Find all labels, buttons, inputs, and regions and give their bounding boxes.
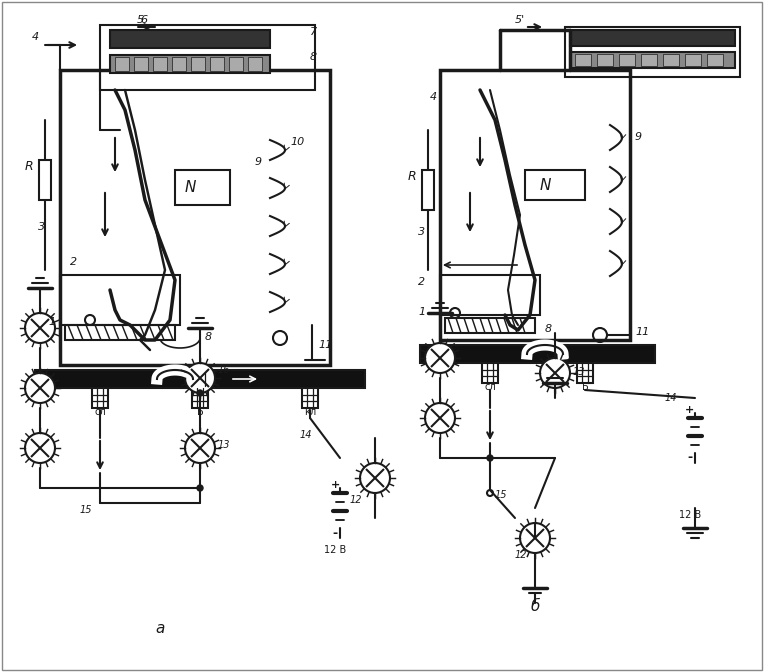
Text: 5: 5 xyxy=(137,15,144,25)
Bar xyxy=(420,345,655,363)
Circle shape xyxy=(487,455,493,461)
Text: кл: кл xyxy=(304,407,316,417)
Bar xyxy=(525,170,585,200)
Bar xyxy=(597,54,613,66)
Bar xyxy=(440,70,630,340)
Bar xyxy=(482,363,498,383)
Bar xyxy=(663,54,679,66)
Bar xyxy=(65,325,175,340)
Text: -: - xyxy=(688,452,692,464)
Text: 1: 1 xyxy=(418,307,425,317)
Text: 15: 15 xyxy=(495,490,507,500)
Bar xyxy=(422,170,434,210)
Bar xyxy=(191,57,205,71)
Bar xyxy=(198,372,212,386)
Bar xyxy=(707,54,723,66)
Text: R: R xyxy=(408,170,416,183)
Text: a: a xyxy=(155,621,165,636)
Text: 13: 13 xyxy=(218,440,231,450)
Text: 12 B: 12 B xyxy=(679,510,701,520)
Circle shape xyxy=(425,403,455,433)
Text: 4: 4 xyxy=(430,92,437,102)
Circle shape xyxy=(197,485,203,491)
Text: 13: 13 xyxy=(573,367,585,377)
Bar xyxy=(134,57,148,71)
Text: 2: 2 xyxy=(70,257,77,267)
Text: б: б xyxy=(530,599,539,614)
Bar xyxy=(35,370,365,388)
Circle shape xyxy=(25,433,55,463)
Text: -: - xyxy=(332,526,338,540)
Text: 12: 12 xyxy=(350,495,362,505)
Bar xyxy=(60,275,180,325)
Text: 7: 7 xyxy=(310,27,317,37)
Circle shape xyxy=(425,343,455,373)
Bar xyxy=(192,388,208,408)
Circle shape xyxy=(185,363,215,393)
Text: 8: 8 xyxy=(310,52,317,62)
Circle shape xyxy=(25,373,55,403)
Text: 14: 14 xyxy=(665,393,678,403)
Bar xyxy=(619,54,635,66)
Bar xyxy=(110,30,270,48)
Circle shape xyxy=(487,490,493,496)
Text: 3: 3 xyxy=(38,222,45,232)
Bar xyxy=(577,363,593,383)
Circle shape xyxy=(540,358,570,388)
Text: 10: 10 xyxy=(290,137,304,147)
Text: 15: 15 xyxy=(80,505,92,515)
Circle shape xyxy=(185,433,215,463)
Bar xyxy=(92,388,108,408)
Bar xyxy=(445,318,535,333)
Bar xyxy=(100,25,315,90)
Text: N: N xyxy=(540,177,552,192)
Bar xyxy=(248,57,262,71)
Bar xyxy=(110,55,270,73)
Text: 12: 12 xyxy=(515,550,527,560)
Text: R: R xyxy=(25,160,34,173)
Text: 11: 11 xyxy=(318,340,332,350)
Text: 2: 2 xyxy=(418,277,425,287)
Text: Б: Б xyxy=(196,407,203,417)
Text: 9: 9 xyxy=(635,132,642,142)
Circle shape xyxy=(360,463,390,493)
Text: сл: сл xyxy=(484,382,496,392)
Text: +: + xyxy=(685,405,694,415)
Text: сл: сл xyxy=(94,407,105,417)
Text: 8: 8 xyxy=(545,324,552,334)
Bar xyxy=(570,52,735,68)
Bar xyxy=(641,54,657,66)
Text: 8: 8 xyxy=(205,332,212,342)
Text: 4: 4 xyxy=(32,32,39,42)
Bar xyxy=(575,54,591,66)
Circle shape xyxy=(520,523,550,553)
Bar xyxy=(60,70,330,365)
Bar xyxy=(229,57,243,71)
Text: 14: 14 xyxy=(300,430,312,440)
Text: 3: 3 xyxy=(418,227,425,237)
Bar xyxy=(175,170,230,205)
Bar xyxy=(685,54,701,66)
Bar xyxy=(570,30,735,46)
Text: Б: Б xyxy=(581,382,588,392)
Text: 9: 9 xyxy=(255,157,262,167)
Text: 11: 11 xyxy=(635,327,649,337)
Text: +: + xyxy=(330,480,340,490)
Text: 12 B: 12 B xyxy=(324,545,346,555)
Text: N: N xyxy=(185,181,196,196)
Bar xyxy=(115,57,129,71)
Text: 1: 1 xyxy=(48,317,55,327)
Bar xyxy=(565,27,740,77)
Text: 16: 16 xyxy=(218,365,231,375)
Bar xyxy=(440,275,540,315)
Text: 6: 6 xyxy=(140,15,147,25)
Bar xyxy=(39,160,51,200)
Bar xyxy=(153,57,167,71)
Bar xyxy=(210,57,224,71)
Circle shape xyxy=(197,390,203,396)
Bar xyxy=(172,57,186,71)
Circle shape xyxy=(25,313,55,343)
Text: 5': 5' xyxy=(515,15,525,25)
Bar xyxy=(302,388,318,408)
